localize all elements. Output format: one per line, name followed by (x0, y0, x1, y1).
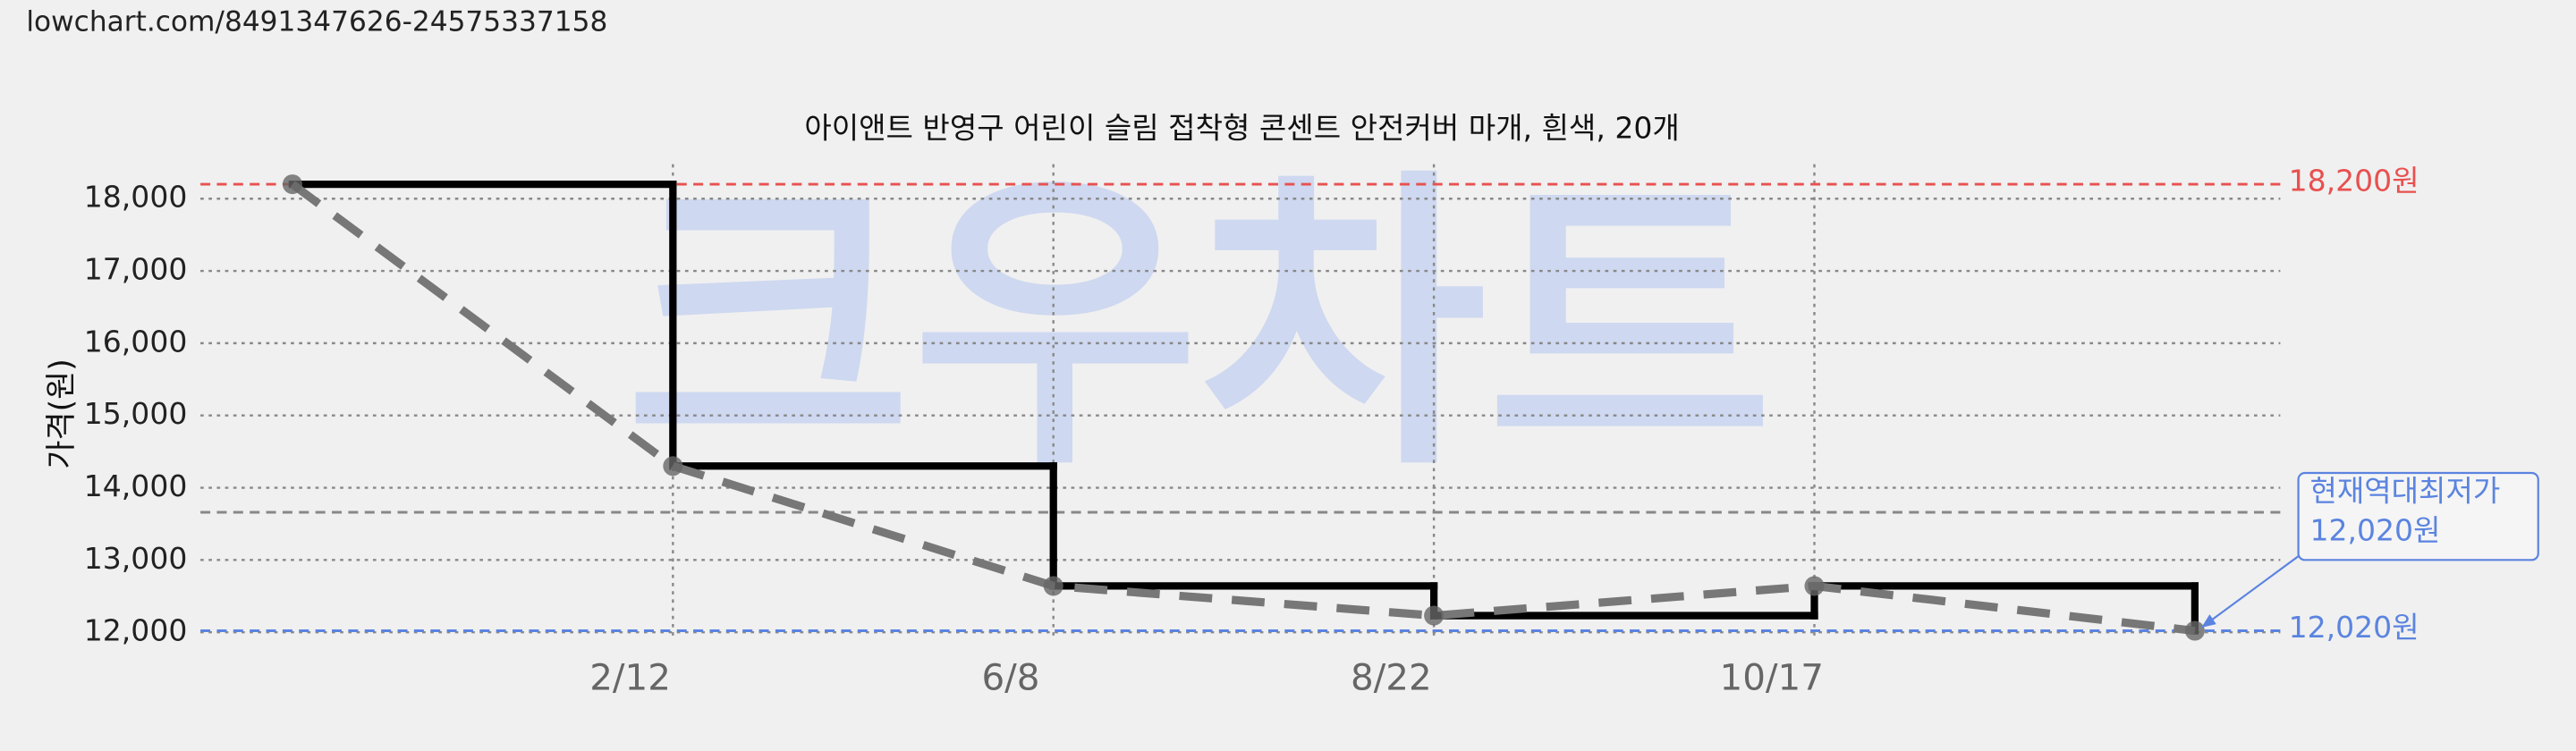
y-tick-label: 14,000 (84, 468, 188, 503)
price-point (2184, 620, 2205, 641)
price-point (282, 174, 302, 195)
annotation-box (2297, 471, 2539, 561)
y-tick-label: 12,000 (84, 613, 188, 648)
x-tick-label: 8/22 (1351, 655, 1432, 698)
y-tick-label: 13,000 (84, 541, 188, 576)
price-line (290, 181, 2196, 636)
price-point (1804, 576, 1825, 596)
y-axis-label: 가격(원) (44, 359, 80, 468)
annotation-arrow (2200, 553, 2301, 629)
watermark: 크우차트 (625, 145, 1774, 508)
y-tick-label: 15,000 (84, 396, 188, 431)
x-tick-label: 6/8 (981, 655, 1039, 698)
header-url: lowchart.com/8491347626-24575337158 (26, 6, 607, 38)
y-tick-label: 18,000 (84, 180, 188, 215)
annotation-arrowhead (2201, 614, 2216, 628)
annotation-text: 12,020원 (2309, 513, 2440, 548)
annotation-text: 현재역대최저가 (2309, 474, 2500, 509)
y-tick-label: 17,000 (84, 252, 188, 287)
price-point (1043, 576, 1063, 596)
y-tick-label: 16,000 (84, 324, 188, 359)
price-point (663, 456, 683, 477)
x-tick-label: 10/17 (1720, 655, 1824, 698)
reference-label: 18,200원 (2289, 164, 2419, 198)
x-tick-label: 2/12 (589, 655, 671, 698)
chart-title: 아이앤트 반영구 어린이 슬림 접착형 콘센트 안전커버 마개, 흰색, 20개 (804, 111, 1680, 146)
price-point (1424, 605, 1445, 626)
reference-label: 12,020원 (2289, 610, 2419, 645)
